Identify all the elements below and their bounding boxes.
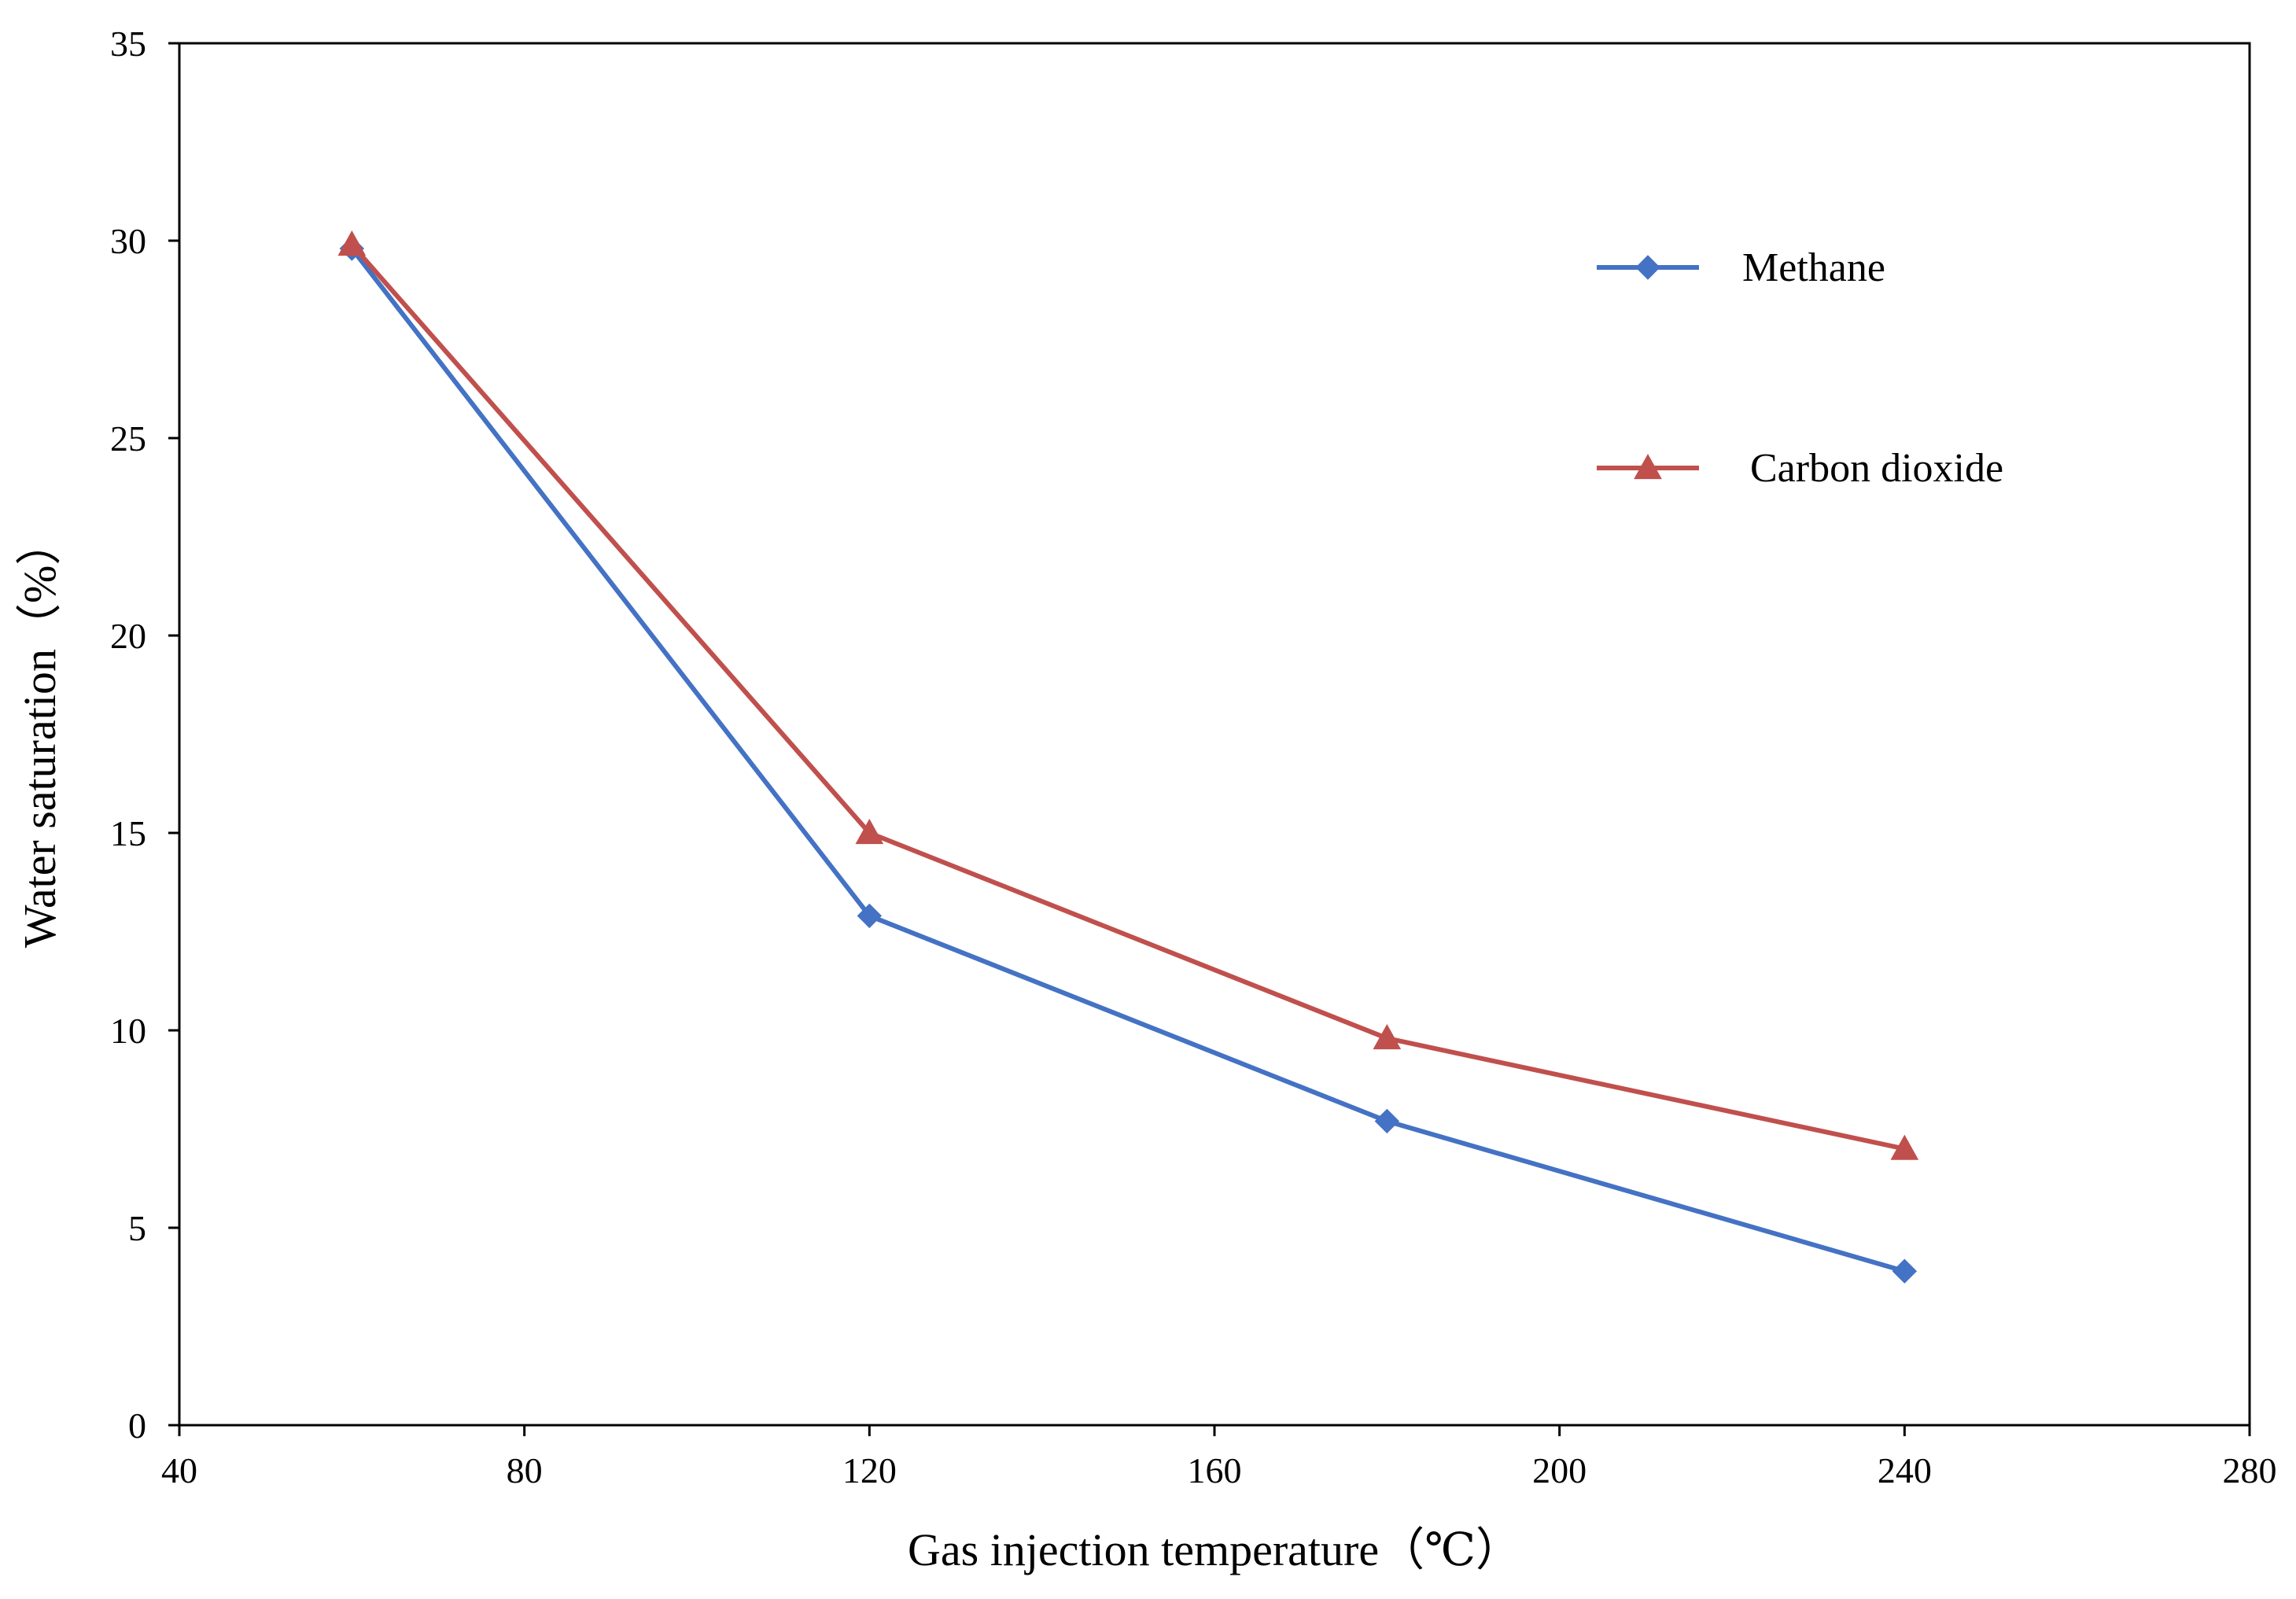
x-tick-label: 40: [161, 1450, 197, 1490]
data-point-carbon-dioxide: [1890, 1134, 1919, 1160]
x-tick-label: 240: [1878, 1450, 1932, 1490]
x-tick-label: 120: [842, 1450, 897, 1490]
y-axis-ticks: 0 5 10 15 20 25 30 35: [110, 24, 179, 1446]
legend: Methane Carbon dioxide: [1597, 245, 2003, 491]
y-axis-title: Water saturation（%）: [14, 520, 65, 949]
series-line-carbon-dioxide: [349, 242, 1907, 1151]
x-axis-ticks: 40 80 120 160 200 240 280: [161, 1425, 2277, 1490]
x-tick-label: 280: [2223, 1450, 2277, 1490]
legend-marker-methane: [1635, 255, 1660, 280]
data-point-carbon-dioxide: [855, 818, 884, 845]
data-point-carbon-dioxide: [1373, 1024, 1402, 1050]
legend-label-methane: Methane: [1742, 245, 1885, 290]
x-tick-label: 160: [1188, 1450, 1242, 1490]
y-tick-label: 20: [110, 616, 146, 656]
data-point-methane: [857, 903, 883, 929]
legend-label-carbon-dioxide: Carbon dioxide: [1750, 446, 2003, 491]
y-tick-label: 30: [110, 221, 146, 261]
y-tick-label: 25: [110, 418, 146, 459]
data-point-methane: [1374, 1108, 1400, 1134]
y-tick-label: 15: [110, 813, 146, 853]
series-carbon-dioxide: [337, 230, 1919, 1160]
y-tick-label: 10: [110, 1011, 146, 1051]
data-point-carbon-dioxide: [337, 230, 367, 256]
x-tick-label: 200: [1532, 1450, 1587, 1490]
y-tick-label: 35: [110, 24, 146, 64]
x-axis-title: Gas injection temperature（℃）: [908, 1524, 1521, 1575]
series-layer: [337, 230, 1919, 1284]
y-tick-label: 0: [128, 1406, 146, 1446]
x-tick-label: 80: [507, 1450, 543, 1490]
series-line-methane: [349, 246, 1907, 1274]
data-point-methane: [1892, 1258, 1918, 1284]
legend-marker-carbon-dioxide: [1634, 453, 1662, 480]
y-tick-label: 5: [128, 1208, 146, 1248]
